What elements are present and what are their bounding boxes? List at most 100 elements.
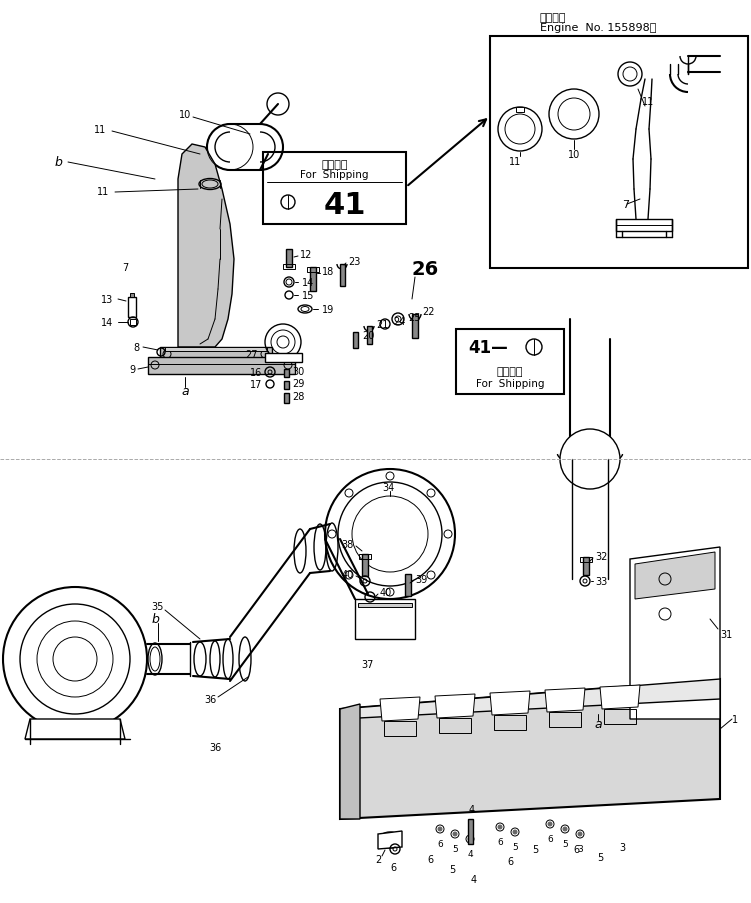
Text: 18: 18 [322, 266, 334, 276]
Text: 27: 27 [246, 349, 258, 359]
Circle shape [563, 827, 567, 831]
Text: 41—: 41— [468, 339, 508, 357]
Bar [359, 554, 371, 559]
Bar [412, 314, 418, 339]
Bar [439, 718, 471, 733]
Text: 32: 32 [595, 552, 608, 562]
Polygon shape [435, 694, 475, 718]
Text: 22: 22 [422, 307, 435, 317]
Polygon shape [160, 348, 272, 359]
Circle shape [438, 827, 442, 831]
Text: 6: 6 [390, 862, 396, 872]
Bar [284, 394, 289, 404]
Text: 6: 6 [547, 834, 553, 843]
Text: 7: 7 [122, 263, 128, 273]
Bar [367, 327, 372, 345]
Text: 6: 6 [497, 838, 503, 847]
Text: 17: 17 [249, 379, 262, 389]
Bar [516, 107, 524, 113]
Polygon shape [340, 679, 720, 719]
Text: 10: 10 [568, 150, 580, 160]
Bar [263, 153, 406, 225]
Bar [283, 265, 295, 270]
Text: 14: 14 [302, 278, 314, 288]
Text: 39: 39 [415, 574, 427, 584]
Text: 適用号機: 適用号機 [540, 13, 566, 23]
Polygon shape [380, 697, 420, 721]
Text: 7: 7 [622, 200, 629, 209]
Polygon shape [635, 553, 715, 600]
Text: 4: 4 [469, 804, 475, 815]
Polygon shape [148, 358, 295, 375]
Text: a: a [594, 718, 602, 731]
Text: 15: 15 [302, 291, 315, 301]
Text: 23: 23 [348, 256, 360, 266]
Text: 35: 35 [152, 601, 164, 611]
Text: 13: 13 [101, 294, 113, 304]
Text: 16: 16 [250, 368, 262, 377]
Text: 11: 11 [642, 97, 654, 107]
Text: 33: 33 [595, 576, 608, 586]
Text: 36: 36 [209, 742, 221, 752]
Bar [490, 37, 748, 269]
Text: 3: 3 [619, 842, 625, 852]
Polygon shape [340, 704, 360, 819]
Text: 28: 28 [292, 392, 304, 402]
Bar [362, 554, 368, 576]
Text: 19: 19 [322, 304, 334, 314]
Polygon shape [358, 603, 412, 608]
Polygon shape [165, 348, 267, 351]
Polygon shape [25, 719, 125, 740]
Bar [307, 267, 319, 273]
Text: b: b [54, 155, 62, 168]
Bar [128, 298, 136, 318]
Bar [456, 330, 564, 395]
Text: Engine  No. 155898～: Engine No. 155898～ [540, 23, 656, 33]
Text: 4: 4 [467, 850, 473, 859]
Text: 6: 6 [573, 844, 579, 854]
Text: For  Shipping: For Shipping [300, 170, 369, 180]
Text: 5: 5 [452, 844, 458, 853]
Text: 5: 5 [562, 840, 568, 849]
Polygon shape [616, 219, 672, 232]
Text: 41: 41 [324, 191, 366, 219]
Text: 6: 6 [507, 856, 513, 866]
Text: 6: 6 [427, 854, 433, 864]
Circle shape [513, 830, 517, 834]
Bar [405, 574, 411, 596]
Text: 5: 5 [449, 864, 455, 874]
Polygon shape [490, 691, 530, 715]
Bar [284, 369, 289, 377]
Text: 29: 29 [292, 378, 304, 388]
Bar [340, 265, 345, 286]
Text: 3: 3 [577, 844, 583, 853]
Text: 38: 38 [342, 539, 354, 549]
Polygon shape [265, 354, 302, 363]
Bar [549, 712, 581, 727]
Polygon shape [545, 688, 585, 712]
Text: 24: 24 [393, 317, 406, 327]
Bar [580, 557, 592, 563]
Polygon shape [600, 685, 640, 709]
Bar [384, 721, 416, 736]
Circle shape [578, 832, 582, 836]
Text: For  Shipping: For Shipping [475, 378, 544, 388]
Text: 30: 30 [292, 367, 304, 377]
Circle shape [548, 822, 552, 826]
Text: 8: 8 [134, 342, 140, 352]
Circle shape [3, 587, 147, 731]
Bar [353, 332, 358, 349]
Text: 5: 5 [532, 844, 538, 854]
Circle shape [468, 837, 472, 841]
Bar [468, 819, 473, 844]
Text: a: a [181, 385, 189, 398]
Text: 21: 21 [376, 320, 388, 330]
Polygon shape [340, 679, 720, 819]
Circle shape [453, 832, 457, 836]
Text: 25: 25 [408, 312, 421, 322]
Polygon shape [378, 831, 402, 849]
Text: 運搜部品: 運搜部品 [496, 367, 523, 377]
Text: 4: 4 [471, 874, 477, 884]
Polygon shape [630, 547, 720, 719]
Bar [310, 267, 316, 292]
